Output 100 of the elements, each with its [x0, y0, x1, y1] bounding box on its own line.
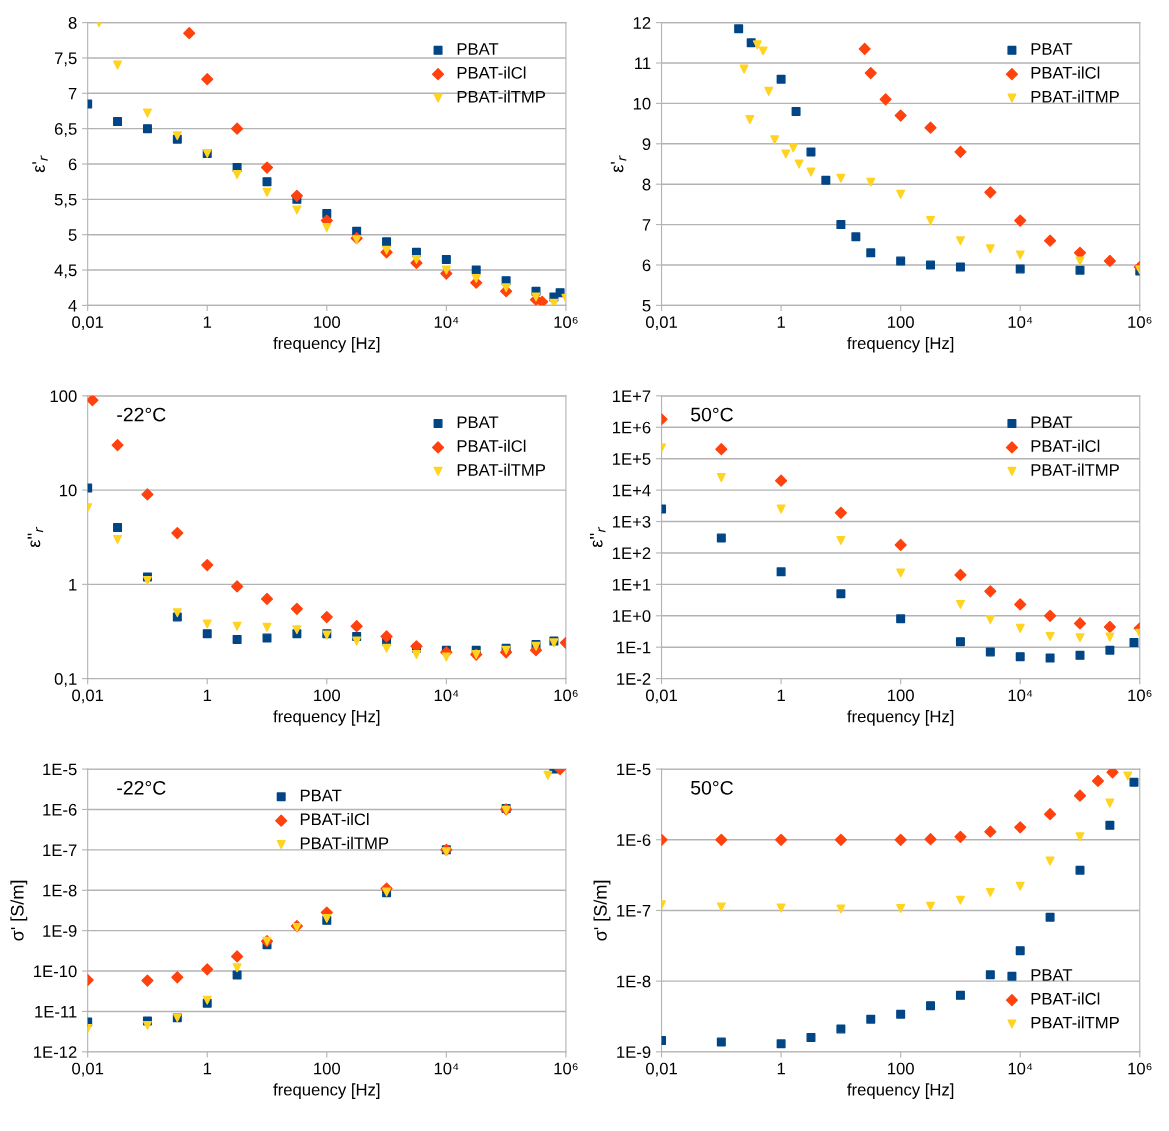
x-tick-label: 10⁴ — [434, 1062, 459, 1075]
legend-label: PBAT-ilCl — [457, 66, 526, 79]
y-tick-label: 1E+0 — [613, 610, 651, 622]
x-axis-title: frequency [Hz] — [847, 710, 954, 726]
x-tick-label: 1 — [777, 1062, 785, 1075]
y-tick-label: 1E-6 — [617, 834, 651, 846]
x-tick-label: 10⁶ — [1128, 689, 1152, 702]
legend-label: PBAT — [457, 416, 499, 428]
x-axis-title: frequency [Hz] — [847, 336, 954, 353]
legend-label: PBAT — [457, 43, 499, 55]
y-tick-label: 1E-5 — [43, 763, 77, 776]
y-tick-label: 1E-9 — [43, 925, 77, 937]
x-tick-label: 1 — [777, 689, 785, 702]
y-axis-title: ε''$_{r}$ — [27, 526, 44, 548]
x-tick-label: 1 — [203, 316, 212, 328]
legend-label: PBAT-ilTMP — [1031, 90, 1119, 103]
y-tick-label: 11 — [635, 57, 651, 70]
x-tick-label: 0,01 — [645, 316, 677, 330]
y-tick-label: 7,5 — [54, 52, 77, 67]
x-tick-label: 100 — [314, 1062, 341, 1075]
y-tick-label: 12 — [633, 17, 651, 29]
x-tick-label: 10⁶ — [554, 689, 578, 702]
y-tick-label: 7 — [68, 87, 77, 100]
x-axis-title: frequency [Hz] — [273, 1083, 380, 1099]
y-tick-label: 1E+6 — [613, 421, 651, 434]
y-tick-label: 1E-7 — [43, 844, 77, 856]
y-tick-label: 8 — [642, 178, 651, 191]
x-tick-label: 10⁴ — [1008, 689, 1033, 702]
x-tick-label: 1 — [203, 689, 212, 702]
x-tick-label: 10⁶ — [1128, 1062, 1152, 1075]
y-tick-label: 1E+4 — [613, 484, 651, 497]
y-tick-label: 7 — [642, 219, 651, 231]
y-tick-label: 100 — [50, 390, 77, 403]
y-tick-label: 1E-11 — [35, 1006, 77, 1018]
y-tick-label: 8 — [68, 17, 77, 29]
y-tick-label: 1E-5 — [617, 763, 651, 776]
y-tick-label: 1E-8 — [617, 975, 651, 988]
x-tick-label: 10⁶ — [1128, 316, 1152, 329]
y-tick-label: 1E+3 — [613, 515, 651, 528]
y-tick-label: 1E-1 — [617, 641, 651, 654]
legend-label: PBAT-ilTMP — [457, 90, 546, 103]
x-axis-title: frequency [Hz] — [273, 336, 380, 353]
legend-label: PBAT-ilCl — [457, 439, 526, 452]
y-tick-label: 5,5 — [54, 193, 77, 208]
y-axis-title: σ' [S/m] — [10, 880, 28, 941]
x-axis-title: frequency [Hz] — [273, 710, 380, 726]
y-axis-title: ε''$_{r}$ — [589, 526, 606, 548]
x-tick-label: 0,01 — [645, 1062, 677, 1077]
x-tick-label: 10⁴ — [1008, 1062, 1033, 1075]
y-tick-label: 1E-9 — [617, 1046, 651, 1059]
x-tick-label: 0,01 — [645, 689, 677, 704]
legend-label: PBAT-ilTMP — [1031, 1016, 1119, 1029]
x-tick-label: 10⁶ — [554, 316, 578, 329]
y-axis-title: ε'$_{r}$ — [610, 155, 627, 173]
y-tick-label: 1E-12 — [34, 1046, 77, 1058]
x-tick-label: 100 — [888, 316, 914, 329]
legend-label: PBAT-ilTMP — [457, 463, 546, 476]
y-tick-label: 6 — [642, 259, 651, 272]
x-tick-label: 100 — [314, 316, 341, 329]
y-tick-label: 1 — [69, 578, 77, 591]
legend-label: PBAT-ilTMP — [300, 836, 389, 849]
y-tick-label: 6,5 — [54, 123, 77, 137]
y-tick-label: 10 — [633, 97, 651, 110]
annotation: -22°C — [117, 407, 166, 422]
x-tick-label: 100 — [888, 1062, 914, 1075]
y-axis-title: σ' [S/m] — [593, 880, 611, 941]
x-tick-label: 10⁴ — [434, 316, 459, 329]
y-tick-label: 4,5 — [54, 264, 77, 279]
legend-label: PBAT — [1031, 969, 1073, 981]
y-tick-label: 4 — [68, 299, 77, 312]
y-tick-label: 5 — [68, 229, 77, 241]
x-tick-label: 10⁶ — [554, 1062, 578, 1075]
y-tick-label: 5 — [642, 299, 651, 312]
annotation: 50°C — [691, 780, 733, 795]
y-tick-label: 1E+5 — [613, 453, 651, 465]
y-tick-label: 6 — [68, 158, 77, 171]
y-tick-label: 1E-8 — [43, 884, 77, 897]
x-tick-label: 0,01 — [72, 316, 104, 330]
legend-label: PBAT — [1031, 43, 1073, 55]
y-tick-label: 1E+7 — [613, 390, 651, 402]
y-tick-label: 1E-7 — [617, 905, 651, 917]
y-tick-label: 1E-10 — [34, 965, 77, 978]
annotation: -22°C — [117, 780, 166, 795]
legend-label: PBAT-ilCl — [1031, 992, 1100, 1005]
legend-label: PBAT — [300, 789, 342, 802]
x-tick-label: 1 — [203, 1062, 212, 1075]
x-axis-title: frequency [Hz] — [847, 1083, 954, 1099]
y-tick-label: 10 — [59, 484, 77, 497]
y-tick-label: 0,1 — [54, 673, 77, 687]
y-tick-label: 9 — [642, 138, 651, 150]
x-tick-label: 1 — [777, 316, 785, 328]
x-tick-label: 100 — [314, 689, 341, 702]
y-tick-label: 1E+1 — [613, 578, 651, 591]
x-tick-label: 10⁴ — [434, 689, 459, 702]
legend-label: PBAT-ilCl — [1031, 439, 1100, 452]
x-tick-label: 10⁴ — [1008, 316, 1033, 329]
x-tick-label: 0,01 — [72, 1062, 104, 1077]
legend-label: PBAT-ilCl — [300, 812, 369, 826]
annotation: 50°C — [691, 407, 733, 422]
y-tick-label: 1E-2 — [617, 673, 651, 685]
